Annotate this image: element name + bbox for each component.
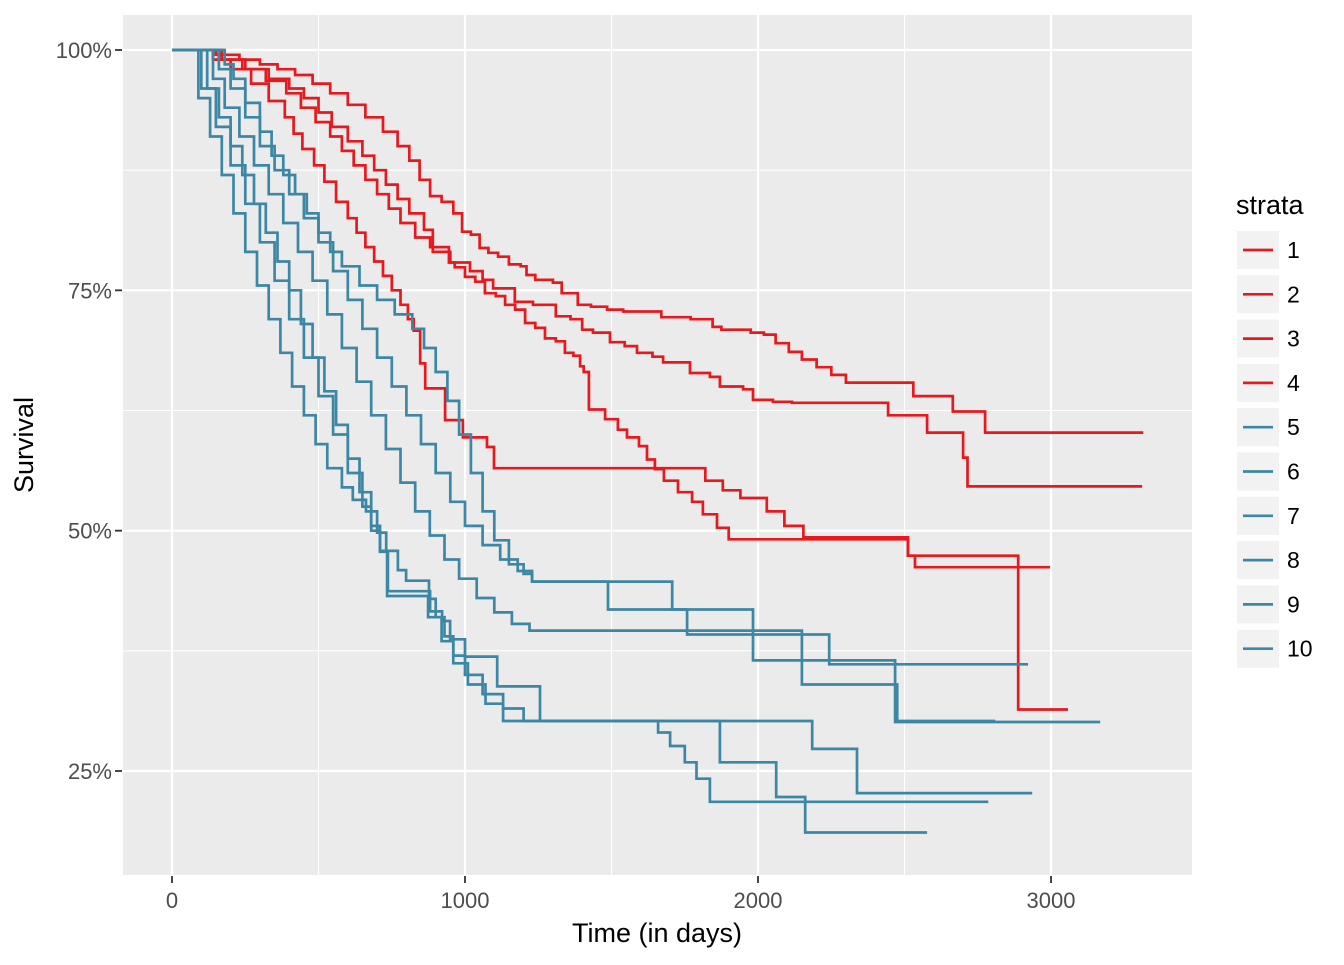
survival-curve-stratum-4 — [172, 48, 1068, 711]
y-axis-tick-label: 50% — [68, 519, 112, 544]
survival-curve-stratum-3 — [172, 48, 1051, 569]
legend-label-stratum-5: 5 — [1287, 414, 1300, 440]
gridlines — [123, 15, 1192, 875]
survival-curve-stratum-5 — [172, 48, 1029, 666]
x-axis-tick-label: 3000 — [1027, 888, 1076, 913]
plot-panel-group — [123, 15, 1192, 875]
survival-curve-stratum-1 — [172, 48, 1144, 434]
legend-label-stratum-4: 4 — [1287, 370, 1300, 396]
legend-label-stratum-7: 7 — [1287, 503, 1300, 529]
x-axis-tick-label: 1000 — [441, 888, 490, 913]
legend-label-stratum-8: 8 — [1287, 547, 1300, 573]
legend-label-stratum-6: 6 — [1287, 459, 1300, 485]
survival-curves — [172, 48, 1144, 834]
survival-curve-stratum-2 — [172, 48, 1143, 488]
y-axis-tick-label: 25% — [68, 759, 112, 784]
survival-curve-stratum-7 — [172, 48, 996, 723]
survival-curve-stratum-6 — [172, 48, 1101, 724]
legend-label-stratum-10: 10 — [1287, 636, 1313, 662]
x-axis-tick-label: 2000 — [734, 888, 783, 913]
x-axis-tick-label: 0 — [166, 888, 178, 913]
legend-label-stratum-3: 3 — [1287, 326, 1300, 352]
axis-tick-labels: 0 1000 2000 3000 25% 50% 75% 100% — [56, 38, 1076, 913]
axis-ticks — [115, 49, 1052, 883]
legend: strata 1 2 3 4 5 6 7 8 9 10 — [1236, 190, 1313, 668]
y-axis-tick-label: 100% — [56, 38, 112, 63]
survival-curve-stratum-10 — [172, 48, 928, 834]
survival-curve-stratum-9 — [172, 48, 989, 804]
y-axis-title: Survival — [9, 397, 39, 493]
legend-label-stratum-9: 9 — [1287, 591, 1300, 617]
x-axis-title: Time (in days) — [572, 918, 742, 948]
plot-panel — [123, 15, 1192, 875]
legend-label-stratum-1: 1 — [1287, 237, 1300, 263]
legend-label-stratum-2: 2 — [1287, 281, 1300, 307]
legend-title: strata — [1236, 190, 1305, 220]
y-axis-tick-label: 75% — [68, 278, 112, 303]
